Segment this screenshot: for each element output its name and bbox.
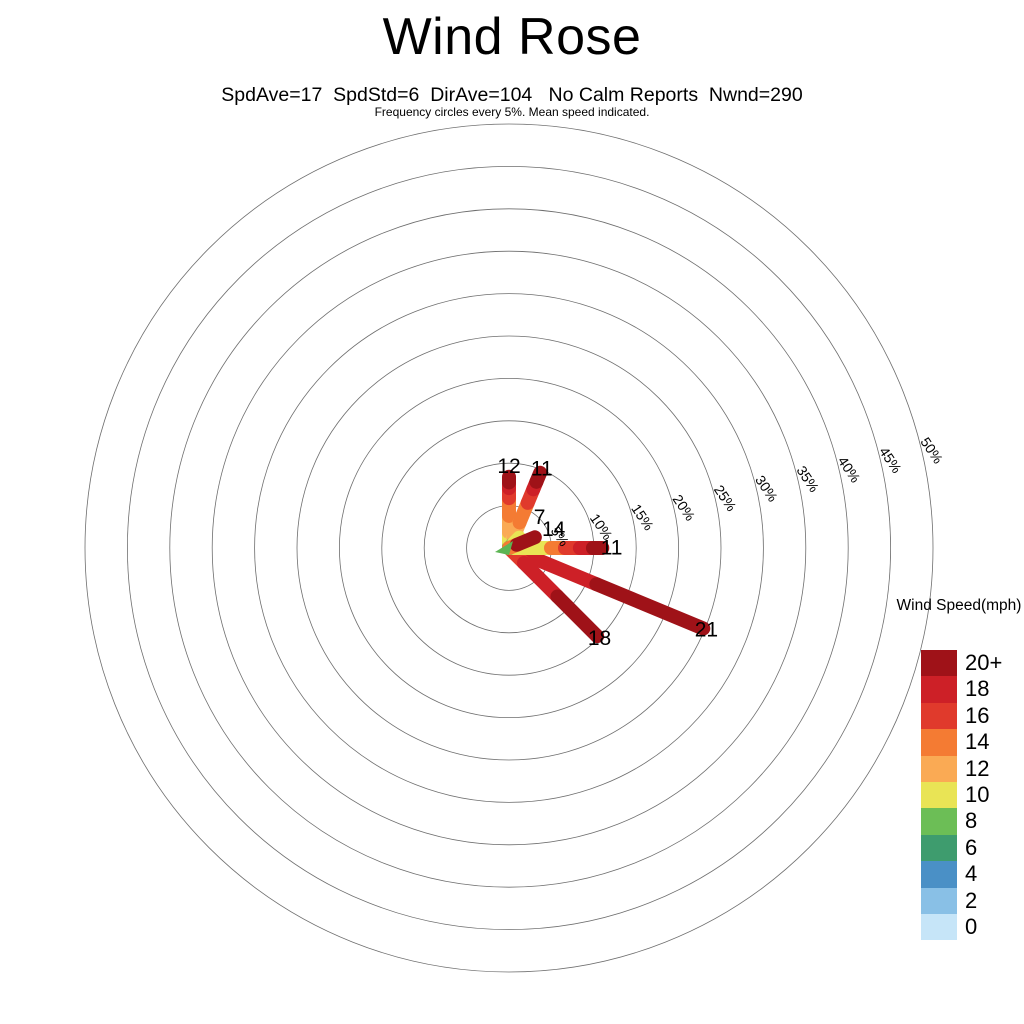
legend-entry: 20+ [921,650,1003,677]
legend-value-label: 18 [965,676,990,702]
legend-value-label: 20+ [965,650,1003,675]
frequency-ring [254,293,764,803]
frequency-ring [126,165,892,931]
stats-subtitle: SpdAve=17 SpdStd=6 DirAve=104 No Calm Re… [221,84,803,106]
mean-direction-marker [495,541,513,555]
petal-segment-NNE [529,465,548,489]
legend-swatch [921,781,957,809]
legend-swatch [921,834,957,862]
legend-value-label: 12 [965,755,990,781]
petal-mean-speed-label: 12 [497,455,520,478]
legend-swatch [921,676,957,703]
legend-swatch [921,913,957,941]
legend-swatch [921,729,957,756]
legend-entry: 12 [921,755,1002,782]
frequency-ring [338,377,680,719]
frequency-ring [169,208,849,888]
frequency-ring [211,250,807,846]
legend-swatch [921,650,957,677]
legend-value-label: 10 [965,781,990,807]
petal-mean-speed-label: 11 [601,537,623,560]
legend-swatch [921,755,957,782]
legend-value-label: 6 [965,834,978,860]
frequency-ring [296,335,722,761]
legend-value-label: 4 [965,861,978,887]
legend-swatch [921,808,957,835]
legend-value-label: 14 [965,729,990,755]
legend-entry: 4 [921,861,1002,888]
petal-mean-speed-label: 11 [531,457,553,480]
frequency-note: Frequency circles every 5%. Mean speed i… [374,105,650,119]
wind-speed-legend: 20+ 18 16 14 12 10 8 6 4 2 0 [921,650,1003,941]
legend-entry: 14 [921,729,1002,756]
legend-value-label: 16 [965,702,990,728]
petal-segment-ESE [589,577,711,636]
legend-entry: 8 [921,808,1002,835]
legend-entry: 16 [921,702,1002,730]
legend-swatch [921,887,957,914]
petal-mean-speed-label: 7 [534,506,546,529]
petal-segment-ENE [509,530,542,552]
frequency-ring [84,123,934,973]
frequency-ring [381,420,637,676]
legend-entry: 6 [921,834,1002,862]
page-title: Wind Rose [382,8,642,66]
petal-segment-SE [550,589,605,644]
legend-entry: 2 [921,887,1002,914]
petal-mean-speed-label: 21 [695,618,718,641]
petal-segment-SE [516,555,565,604]
legend-swatch [921,702,957,730]
legend-entry: 18 [921,676,1002,703]
legend-swatch [921,861,957,888]
legend-title: Wind Speed(mph) [896,597,1022,614]
legend-value-label: 2 [965,887,978,913]
petal-mean-speed-label: 14 [542,518,566,541]
petal-mean-speed-label: 18 [588,627,611,650]
legend-entry: 0 [921,913,1002,941]
petal-segment-ESE [513,545,604,592]
legend-entry: 10 [921,781,1002,809]
legend-value-label: 8 [965,808,978,834]
legend-value-label: 0 [965,913,978,939]
